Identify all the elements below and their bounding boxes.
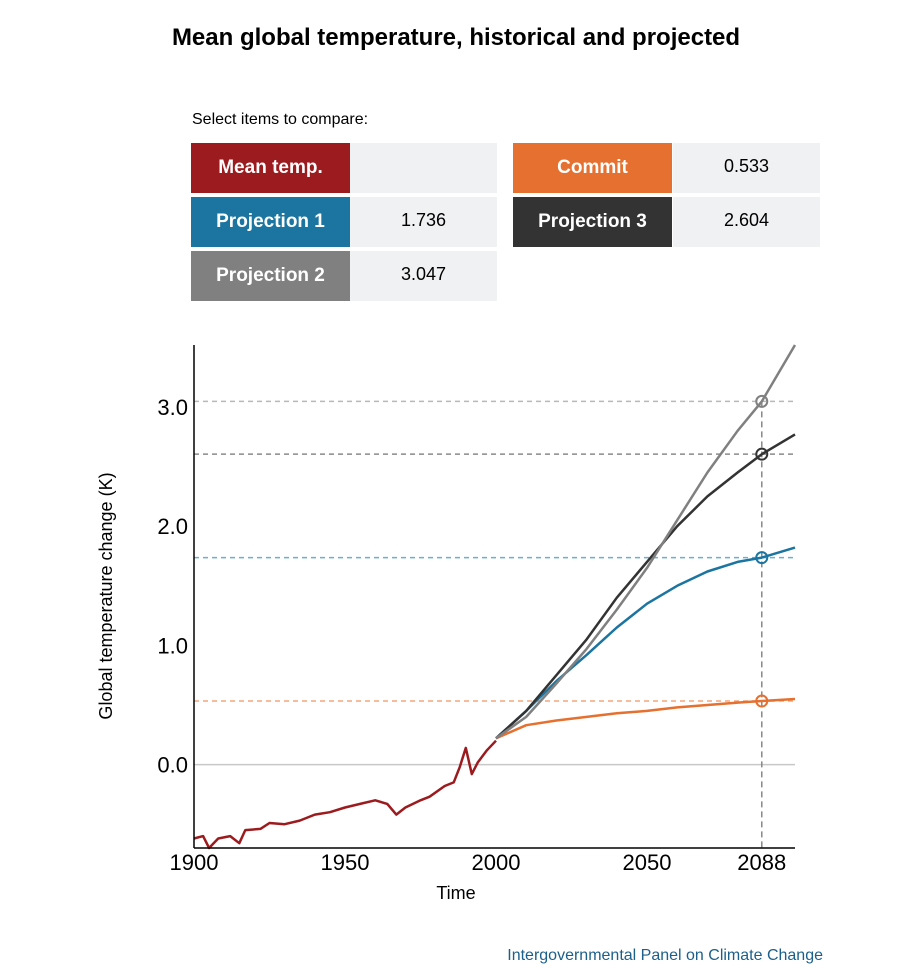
selected-marker-2 [755,551,769,565]
series-line-2 [495,546,796,740]
mean-temp-button[interactable]: Mean temp. [191,143,350,193]
y-tick-label: 0.0 [157,753,188,778]
x-tick-label: 2088 [737,850,786,875]
projection-2-value: 3.047 [350,251,497,301]
source-credit: Intergovernmental Panel on Climate Chang… [507,947,823,964]
x-axis-label: Time [436,883,475,903]
series-line-1 [495,697,796,740]
selected-marker-3 [755,447,769,461]
y-tick-label: 2.0 [157,514,188,539]
x-tick-label: 1900 [170,850,219,875]
projection-2-button[interactable]: Projection 2 [191,251,350,301]
projection-3-button[interactable]: Projection 3 [513,197,672,247]
series-line-4 [495,344,797,740]
series-line-3 [495,433,796,740]
y-tick-label: 1.0 [157,633,188,658]
projection-1-value: 1.736 [350,197,497,247]
y-tick-label: 3.0 [157,395,188,420]
selected-marker-1 [755,694,769,708]
y-axis-label: Global temperature change (K) [96,472,116,719]
commit-value: 0.533 [673,143,820,193]
projection-1-button[interactable]: Projection 1 [191,197,350,247]
selected-marker-4 [755,394,769,408]
x-tick-label: 2000 [472,850,521,875]
x-tick-label: 2050 [623,850,672,875]
chart-title: Mean global temperature, historical and … [171,24,741,51]
mean-temp-value [350,143,497,193]
select-label: Select items to compare: [192,111,369,128]
x-tick-label: 1950 [321,850,370,875]
projection-3-value: 2.604 [673,197,820,247]
series-line-0 [193,739,497,850]
commit-button[interactable]: Commit [513,143,672,193]
